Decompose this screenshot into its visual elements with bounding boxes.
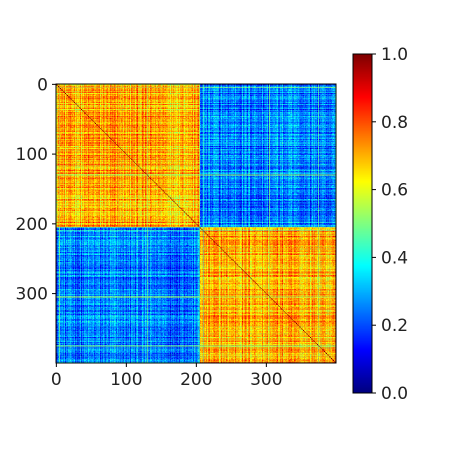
- colorbar-frame: [352, 53, 373, 394]
- colorbar-tick-label: 0.0: [381, 384, 408, 404]
- colorbar-axis: 0.0 0.2 0.4 0.6 0.8 1.0: [372, 45, 408, 404]
- colorbar-tick-label: 0.2: [381, 316, 408, 336]
- x-tick-label: 100: [110, 370, 142, 390]
- colorbar-gradient: [353, 54, 372, 393]
- colorbar-tick-label: 0.6: [381, 181, 408, 201]
- x-tick-label: 200: [180, 370, 212, 390]
- colorbar-tick-label: 0.8: [381, 113, 408, 133]
- x-axis: 0 100 200 300: [51, 363, 283, 390]
- y-tick-label: 100: [16, 145, 48, 165]
- colorbar-tick-label: 0.4: [381, 248, 408, 268]
- heatmap-image: [56, 84, 336, 363]
- y-tick-label: 200: [16, 215, 48, 235]
- y-tick-label: 0: [37, 75, 48, 95]
- colorbar-tick-label: 1.0: [381, 45, 408, 65]
- y-tick-label: 300: [16, 285, 48, 305]
- y-axis: 0 100 200 300: [16, 75, 56, 305]
- x-tick-label: 300: [250, 370, 282, 390]
- x-tick-label: 0: [51, 370, 62, 390]
